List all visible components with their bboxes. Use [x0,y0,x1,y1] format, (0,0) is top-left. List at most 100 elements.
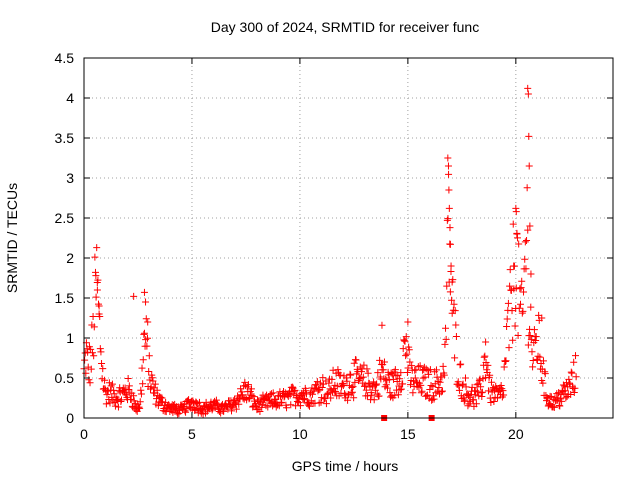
data-point [456,361,464,369]
data-point [445,204,453,212]
data-point [307,389,315,397]
data-point [151,380,159,388]
data-point [309,390,317,398]
data-point [175,409,183,417]
data-point [524,90,532,98]
data-point [125,382,133,390]
data-point [139,380,147,388]
data-point [269,389,277,397]
data-point [403,350,411,358]
data-point [284,392,292,400]
data-point [442,335,450,343]
data-point [174,410,182,418]
data-point [414,363,422,371]
data-point [130,392,138,400]
data-point [426,385,434,393]
data-point [481,352,489,360]
data-point [117,396,125,404]
data-point [375,392,383,400]
data-point [525,162,533,170]
data-point [443,216,451,224]
data-point [517,284,525,292]
data-point [399,380,407,388]
data-point [263,391,271,399]
data-point [93,244,101,252]
data-point [266,391,274,399]
data-point [501,357,509,365]
data-point [244,381,252,389]
data-point [158,394,166,402]
data-point [567,390,575,398]
data-point [143,342,151,350]
data-point [382,381,390,389]
data-point [396,386,404,394]
data-point [213,400,221,408]
data-point [509,220,517,228]
data-point [404,364,412,372]
data-point [121,384,129,392]
data-point [402,333,410,341]
data-point [341,390,349,398]
data-point [503,322,511,330]
data-point [343,377,351,385]
data-point [558,397,566,405]
data-point [526,222,534,230]
data-point [350,359,358,367]
data-point [417,389,425,397]
data-point [352,356,360,364]
data-point [250,393,258,401]
data-point [361,381,369,389]
data-point [508,307,516,315]
data-point [446,240,454,248]
data-point [90,352,98,360]
data-point [153,386,161,394]
data-point [348,384,356,392]
data-point [107,382,115,390]
data-point [87,365,95,373]
data-point [516,285,524,293]
data-point [317,398,325,406]
data-point [397,369,405,377]
data-point [487,378,495,386]
data-point [543,394,551,401]
data-point [139,356,147,364]
data-point [95,302,103,310]
data-point [356,363,364,371]
data-point [561,387,569,395]
data-point [526,331,534,339]
y-tick-label: 3 [66,170,74,186]
data-point [339,382,347,390]
data-point [425,370,433,378]
data-point [363,365,371,373]
data-point [451,307,459,315]
data-point [176,406,184,414]
y-tick-label: 2.5 [55,210,75,226]
data-point [562,394,570,402]
data-point [404,318,412,326]
data-point [406,381,414,389]
data-point [523,184,531,192]
data-point [342,374,350,382]
data-point [502,357,510,365]
data-points [80,84,580,421]
axis-ticks: 0 0.5 1 1.5 2 2.5 3 3.5 4 4.5 0 5 10 15 20 [55,50,613,442]
data-point [442,324,450,332]
data-point [361,382,369,390]
data-point [102,400,110,408]
data-point [270,399,278,407]
data-point [469,396,477,404]
data-point [302,387,310,395]
data-point [103,391,111,399]
data-point [241,382,249,390]
data-point [338,380,346,388]
data-point [534,352,542,360]
data-point [435,384,443,392]
data-point [462,383,470,391]
data-point [557,391,565,399]
data-point [432,366,440,374]
data-point [497,382,505,390]
data-point [371,386,379,394]
data-point [228,407,236,415]
data-point [486,371,494,379]
data-point [296,402,304,410]
